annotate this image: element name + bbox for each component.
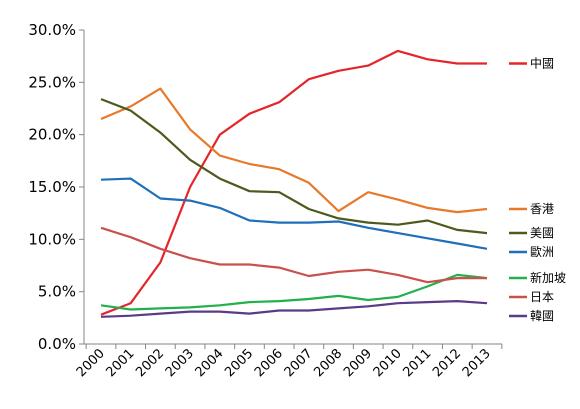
legend-label: 韓國 [530, 309, 554, 323]
legend-entry-3: 美國 [509, 226, 554, 240]
legend-label: 歐洲 [530, 244, 554, 259]
y-tick-label: 15.0% [28, 178, 76, 196]
x-axis-ticks: 2000200120022003200420052006200720082009… [74, 344, 503, 380]
series-line-4 [100, 177, 488, 250]
legend-entry-2: 香港 [509, 202, 554, 216]
x-tick-label: 2004 [193, 346, 227, 380]
x-tick-label: 2001 [104, 346, 138, 380]
x-tick-label: 2010 [371, 346, 405, 380]
legend-entry-4: 歐洲 [509, 244, 554, 259]
axes [83, 30, 502, 345]
x-tick-label: 2002 [133, 346, 167, 380]
y-tick-label: 20.0% [28, 126, 76, 144]
x-tick-label: 2006 [252, 346, 286, 380]
y-tick-label: 30.0% [28, 21, 76, 39]
legend-label: 日本 [530, 290, 554, 304]
x-tick-label: 2008 [311, 346, 345, 380]
x-tick-label: 2012 [430, 346, 464, 380]
series-line-6 [100, 226, 487, 284]
legend-entry-7: 韓國 [509, 309, 554, 323]
x-tick-label: 2005 [222, 346, 256, 380]
y-tick-label: 0.0% [38, 335, 76, 353]
x-tick-label: 2011 [400, 346, 434, 380]
legend-label: 香港 [530, 202, 554, 216]
x-tick-label: 2003 [163, 346, 197, 380]
y-tick-label: 10.0% [28, 230, 76, 248]
series-lines [100, 49, 488, 318]
y-axis-ticks: 0.0% 5.0% 10.0% 15.0% 20.0% 25.0% 30.0% [28, 21, 84, 353]
series-line-7 [100, 300, 488, 318]
y-tick-label: 5.0% [38, 283, 76, 301]
legend-label: 美國 [530, 226, 554, 240]
legend-label: 中國 [530, 55, 554, 70]
series-line-3 [100, 98, 488, 235]
series-line-5 [100, 273, 488, 311]
x-tick-label: 2013 [460, 346, 494, 380]
legend-label: 新加坡 [530, 270, 566, 285]
legend-entry-6: 日本 [509, 290, 554, 304]
y-tick-label: 25.0% [28, 73, 76, 91]
x-tick-label: 2000 [74, 346, 108, 380]
x-tick-label: 2009 [341, 346, 375, 380]
x-tick-label: 2007 [282, 346, 316, 380]
legend-entry-1: 中國 [509, 55, 554, 70]
series-line-2 [100, 87, 488, 214]
legend-entry-5: 新加坡 [509, 270, 566, 285]
